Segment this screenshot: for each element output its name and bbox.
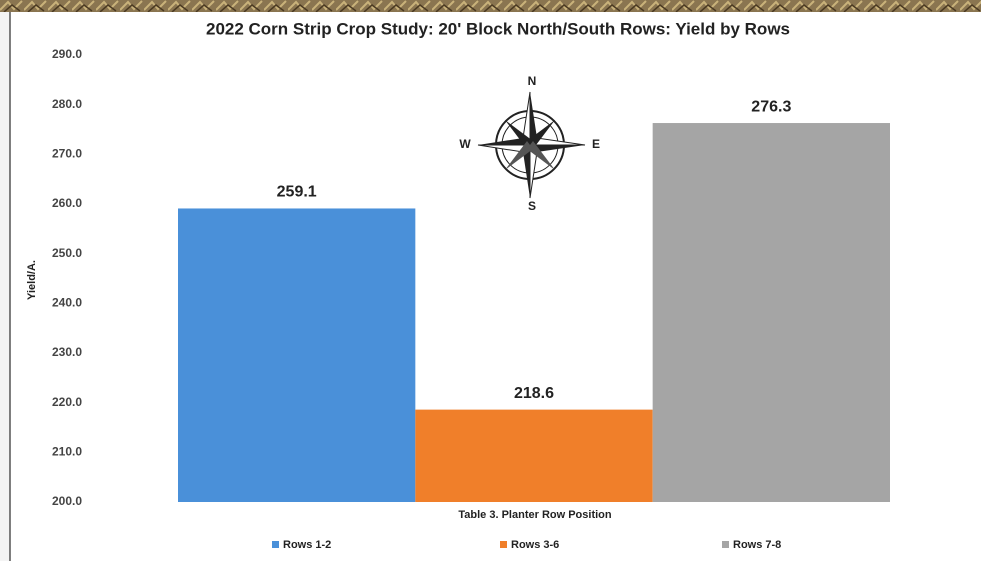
compass-point	[505, 141, 533, 170]
header-image	[0, 0, 981, 12]
compass-point	[523, 145, 530, 198]
y-tick-label: 230.0	[52, 345, 82, 359]
chart-title: 2022 Corn Strip Crop Study: 20' Block No…	[206, 19, 790, 38]
compass-label: W	[459, 137, 471, 151]
compass-point	[478, 138, 530, 145]
y-axis-title: Yield/A.	[26, 260, 38, 300]
compass: N E S W	[459, 74, 600, 213]
compass-point	[505, 120, 533, 149]
legend-label: Rows 3-6	[511, 539, 559, 551]
compass-point	[527, 120, 555, 149]
compass-point	[530, 92, 537, 145]
bar	[415, 409, 653, 502]
legend-swatch	[500, 541, 507, 548]
legend-swatch	[272, 541, 279, 548]
y-tick-label: 210.0	[52, 445, 82, 459]
compass-label: E	[592, 137, 600, 151]
y-tick-label: 250.0	[52, 246, 82, 260]
bar	[178, 208, 416, 502]
compass-point	[530, 145, 585, 152]
y-tick-label: 270.0	[52, 147, 82, 161]
y-tick-label: 260.0	[52, 196, 82, 210]
y-tick-label: 280.0	[52, 97, 82, 111]
side-margin	[0, 12, 10, 561]
x-axis-title: Table 3. Planter Row Position	[458, 509, 611, 521]
legend-label: Rows 7-8	[733, 539, 781, 551]
legend-label: Rows 1-2	[283, 539, 331, 551]
y-tick-label: 200.0	[52, 494, 82, 508]
compass-point	[527, 141, 555, 170]
data-label: 276.3	[751, 98, 791, 115]
legend-swatch	[722, 541, 729, 548]
compass-label: N	[528, 74, 537, 88]
bar	[652, 123, 890, 502]
data-label: 259.1	[277, 184, 317, 201]
y-tick-label: 240.0	[52, 296, 82, 310]
compass-label: S	[528, 199, 536, 213]
data-label: 218.6	[514, 385, 554, 402]
y-tick-label: 220.0	[52, 395, 82, 409]
y-tick-label: 290.0	[52, 47, 82, 61]
